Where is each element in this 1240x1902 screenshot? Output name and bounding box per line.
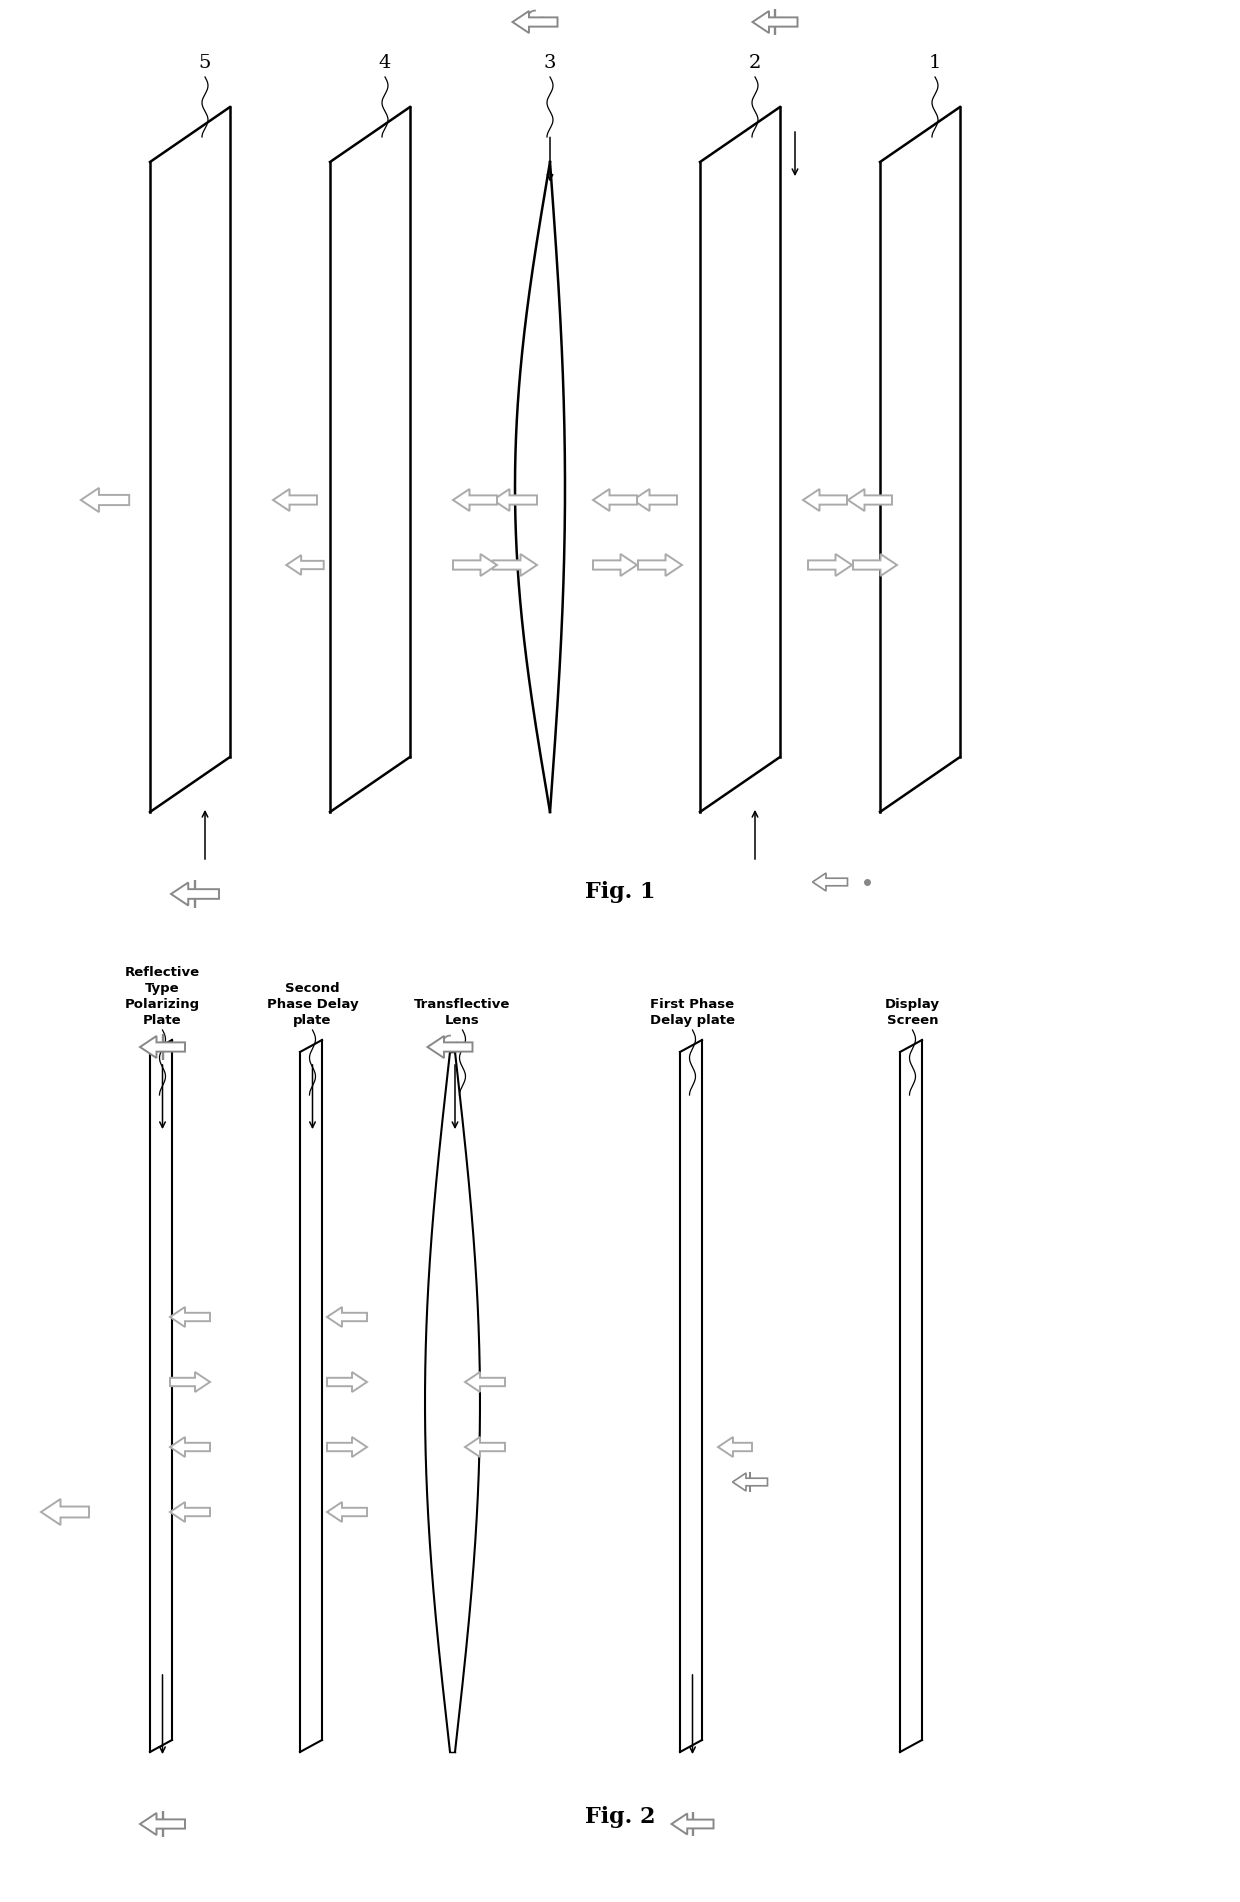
Polygon shape xyxy=(494,553,537,576)
Polygon shape xyxy=(465,1371,505,1392)
Polygon shape xyxy=(632,489,677,512)
Text: 2: 2 xyxy=(749,53,761,72)
Polygon shape xyxy=(718,1438,751,1457)
Polygon shape xyxy=(273,489,317,512)
Text: Transflective
Lens: Transflective Lens xyxy=(414,999,511,1027)
Polygon shape xyxy=(733,1472,768,1491)
Polygon shape xyxy=(848,489,892,512)
Text: Display
Screen: Display Screen xyxy=(885,999,940,1027)
Polygon shape xyxy=(593,553,637,576)
Polygon shape xyxy=(41,1499,89,1525)
Polygon shape xyxy=(170,1438,210,1457)
Polygon shape xyxy=(81,489,129,512)
Text: 3: 3 xyxy=(544,53,557,72)
Text: 1: 1 xyxy=(929,53,941,72)
Polygon shape xyxy=(327,1307,367,1328)
Polygon shape xyxy=(286,555,324,574)
Polygon shape xyxy=(593,489,637,512)
Polygon shape xyxy=(465,1438,505,1457)
Polygon shape xyxy=(639,553,682,576)
Polygon shape xyxy=(327,1438,367,1457)
Polygon shape xyxy=(171,883,219,905)
Polygon shape xyxy=(512,11,558,32)
Polygon shape xyxy=(812,873,847,890)
Polygon shape xyxy=(672,1813,713,1835)
Polygon shape xyxy=(170,1503,210,1522)
Polygon shape xyxy=(327,1371,367,1392)
Polygon shape xyxy=(494,489,537,512)
Polygon shape xyxy=(327,1503,367,1522)
Polygon shape xyxy=(170,1371,210,1392)
Polygon shape xyxy=(428,1037,472,1058)
Polygon shape xyxy=(170,1307,210,1328)
Text: Fig. 2: Fig. 2 xyxy=(585,1807,655,1828)
Polygon shape xyxy=(853,553,897,576)
Polygon shape xyxy=(453,489,497,512)
Text: Reflective
Type
Polarizing
Plate: Reflective Type Polarizing Plate xyxy=(125,966,200,1027)
Polygon shape xyxy=(804,489,847,512)
Text: 5: 5 xyxy=(198,53,211,72)
Polygon shape xyxy=(453,553,497,576)
Polygon shape xyxy=(753,11,797,32)
Text: 4: 4 xyxy=(378,53,391,72)
Polygon shape xyxy=(140,1813,185,1835)
Text: First Phase
Delay plate: First Phase Delay plate xyxy=(650,999,735,1027)
Polygon shape xyxy=(808,553,852,576)
Text: Fig. 1: Fig. 1 xyxy=(585,881,655,903)
Text: Second
Phase Delay
plate: Second Phase Delay plate xyxy=(267,981,358,1027)
Polygon shape xyxy=(140,1037,185,1058)
